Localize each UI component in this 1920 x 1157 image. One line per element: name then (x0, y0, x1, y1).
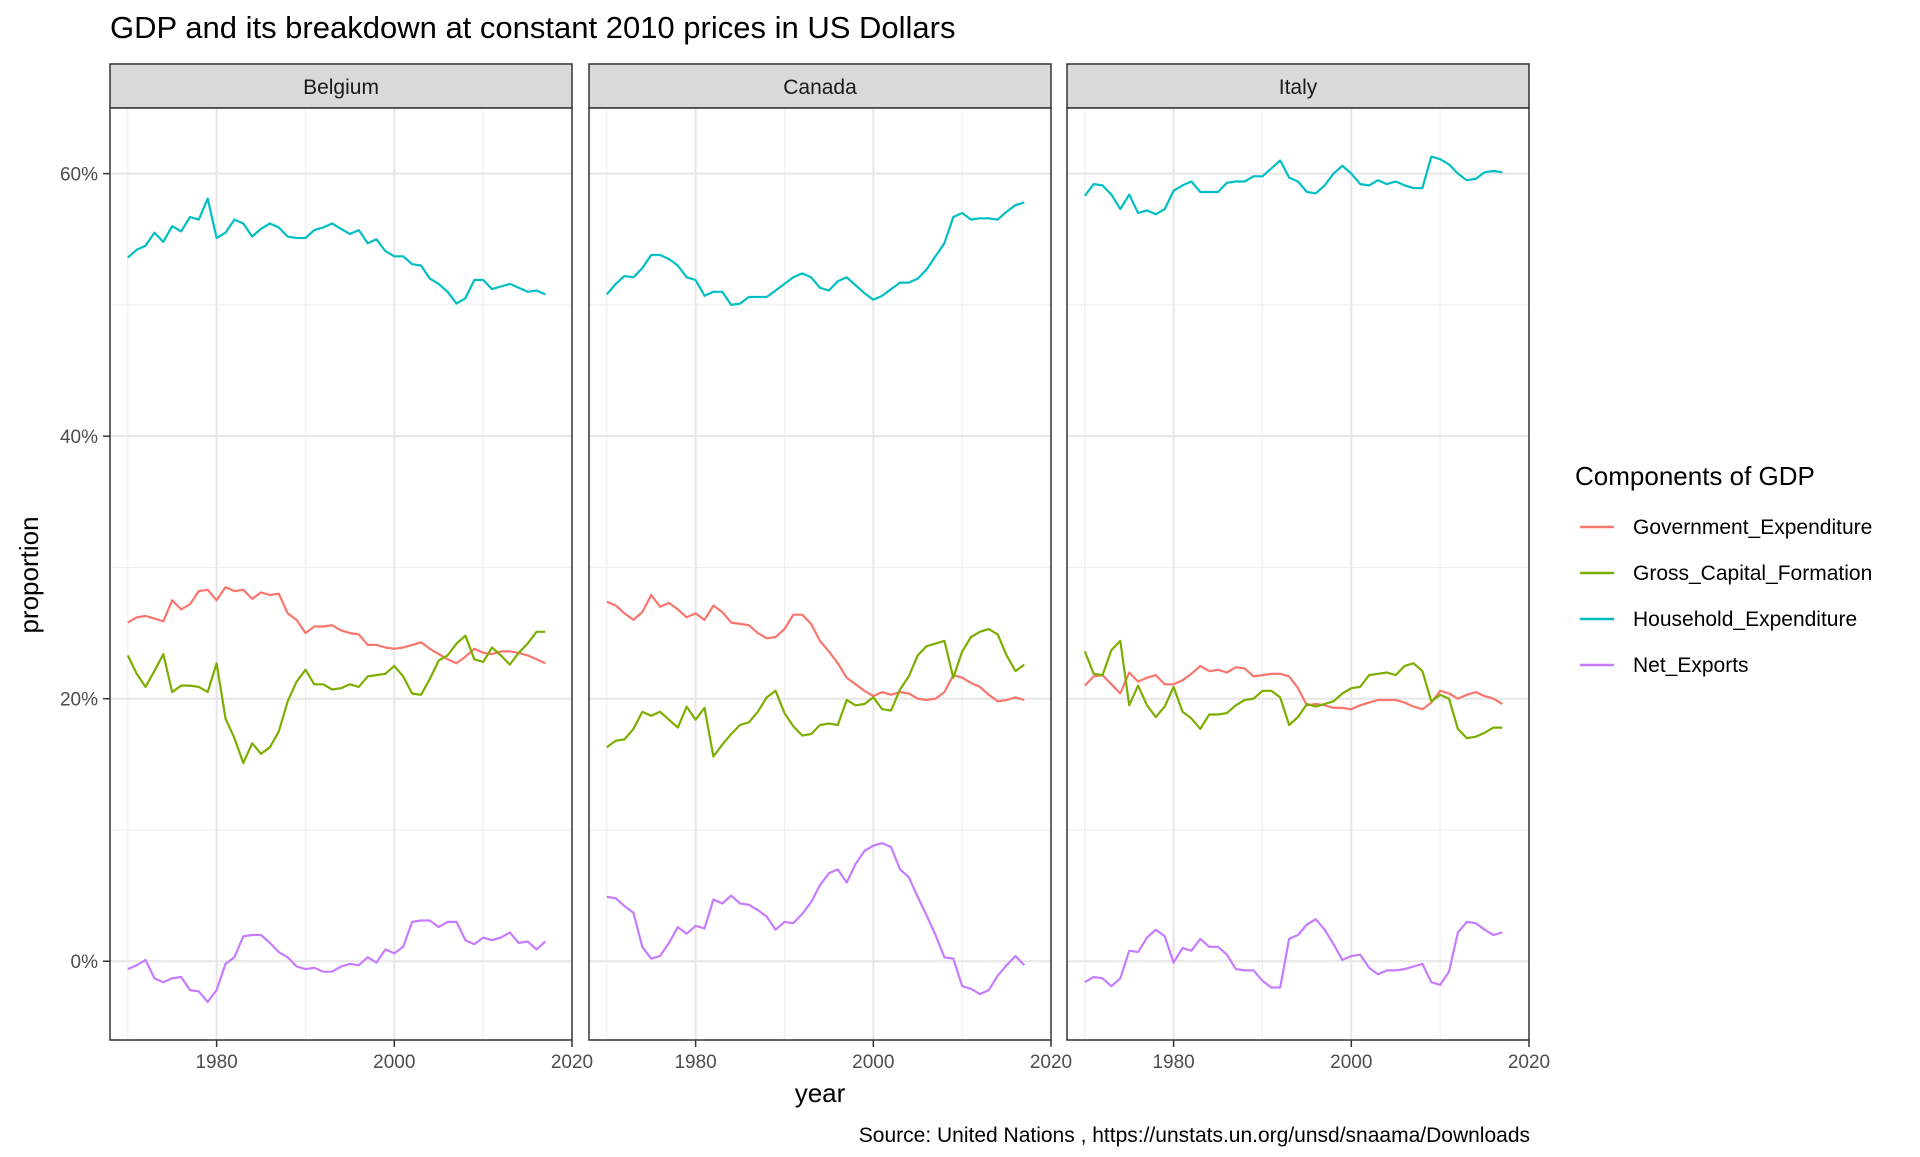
series-line-household-expenditure (1083, 155, 1503, 216)
facet-panel-belgium: Belgium 1980 2000 2020 0% 20% 40% 60% (60, 63, 593, 1073)
x-tick-label: 2000 (852, 1052, 894, 1073)
x-tick-label: 2020 (1030, 1052, 1072, 1073)
x-axis-label: year (795, 1078, 846, 1108)
source-caption: Source: United Nations , https://unstats… (859, 1124, 1530, 1147)
x-tick-label: 1980 (674, 1052, 716, 1073)
facet-strip (109, 63, 573, 109)
y-tick-label: 60% (60, 165, 98, 186)
series-line-net-exports (606, 841, 1026, 996)
series-line-net-exports (127, 919, 547, 1004)
facet-strip-label: Italy (1279, 76, 1318, 99)
series-line-gross-capital-formation (1083, 639, 1503, 740)
facet-strip (588, 63, 1052, 109)
legend: Components of GDP Government_Expenditure… (1575, 461, 1872, 677)
x-tick-label: 1980 (195, 1052, 237, 1073)
plot-background (1067, 108, 1529, 1040)
plot-background (589, 108, 1051, 1040)
chart-title: GDP and its breakdown at constant 2010 p… (110, 10, 955, 45)
facet-strip-label: Belgium (303, 76, 379, 99)
y-tick-label: 40% (60, 427, 98, 448)
y-tick-label: 20% (60, 690, 98, 711)
series-line-household-expenditure (605, 201, 1025, 306)
series-line-gross-capital-formation (126, 630, 546, 765)
series-line-government-expenditure (127, 585, 546, 665)
panel-border (588, 107, 1052, 1041)
series-line-household-expenditure (127, 197, 546, 305)
x-tick-label: 2020 (551, 1052, 593, 1073)
series-line-net-exports (1084, 918, 1503, 989)
panel-border (1066, 107, 1530, 1041)
legend-title: Components of GDP (1575, 461, 1815, 491)
facet-strip-label: Canada (783, 76, 857, 99)
legend-label: Government_Expenditure (1633, 516, 1872, 539)
legend-label: Gross_Capital_Formation (1633, 562, 1872, 585)
series-line-gross-capital-formation (606, 627, 1025, 758)
x-tick-label: 2020 (1508, 1052, 1550, 1073)
y-axis-label: proportion (14, 516, 44, 633)
panel-border (109, 107, 573, 1041)
facet-panel-canada: Canada 1980 2000 2020 (588, 63, 1072, 1073)
facet-panels: Belgium 1980 2000 2020 0% 20% 40% 60% Canada 1980… (60, 63, 1550, 1073)
plot-background (110, 108, 572, 1040)
x-tick-label: 1980 (1152, 1052, 1194, 1073)
x-tick-label: 2000 (1330, 1052, 1372, 1073)
x-tick-label: 2000 (373, 1052, 415, 1073)
facet-panel-italy: Italy 1980 2000 2020 (1066, 63, 1550, 1073)
legend-label: Net_Exports (1633, 654, 1749, 677)
y-tick-label: 0% (71, 952, 99, 973)
legend-label: Household_Expenditure (1633, 608, 1857, 631)
